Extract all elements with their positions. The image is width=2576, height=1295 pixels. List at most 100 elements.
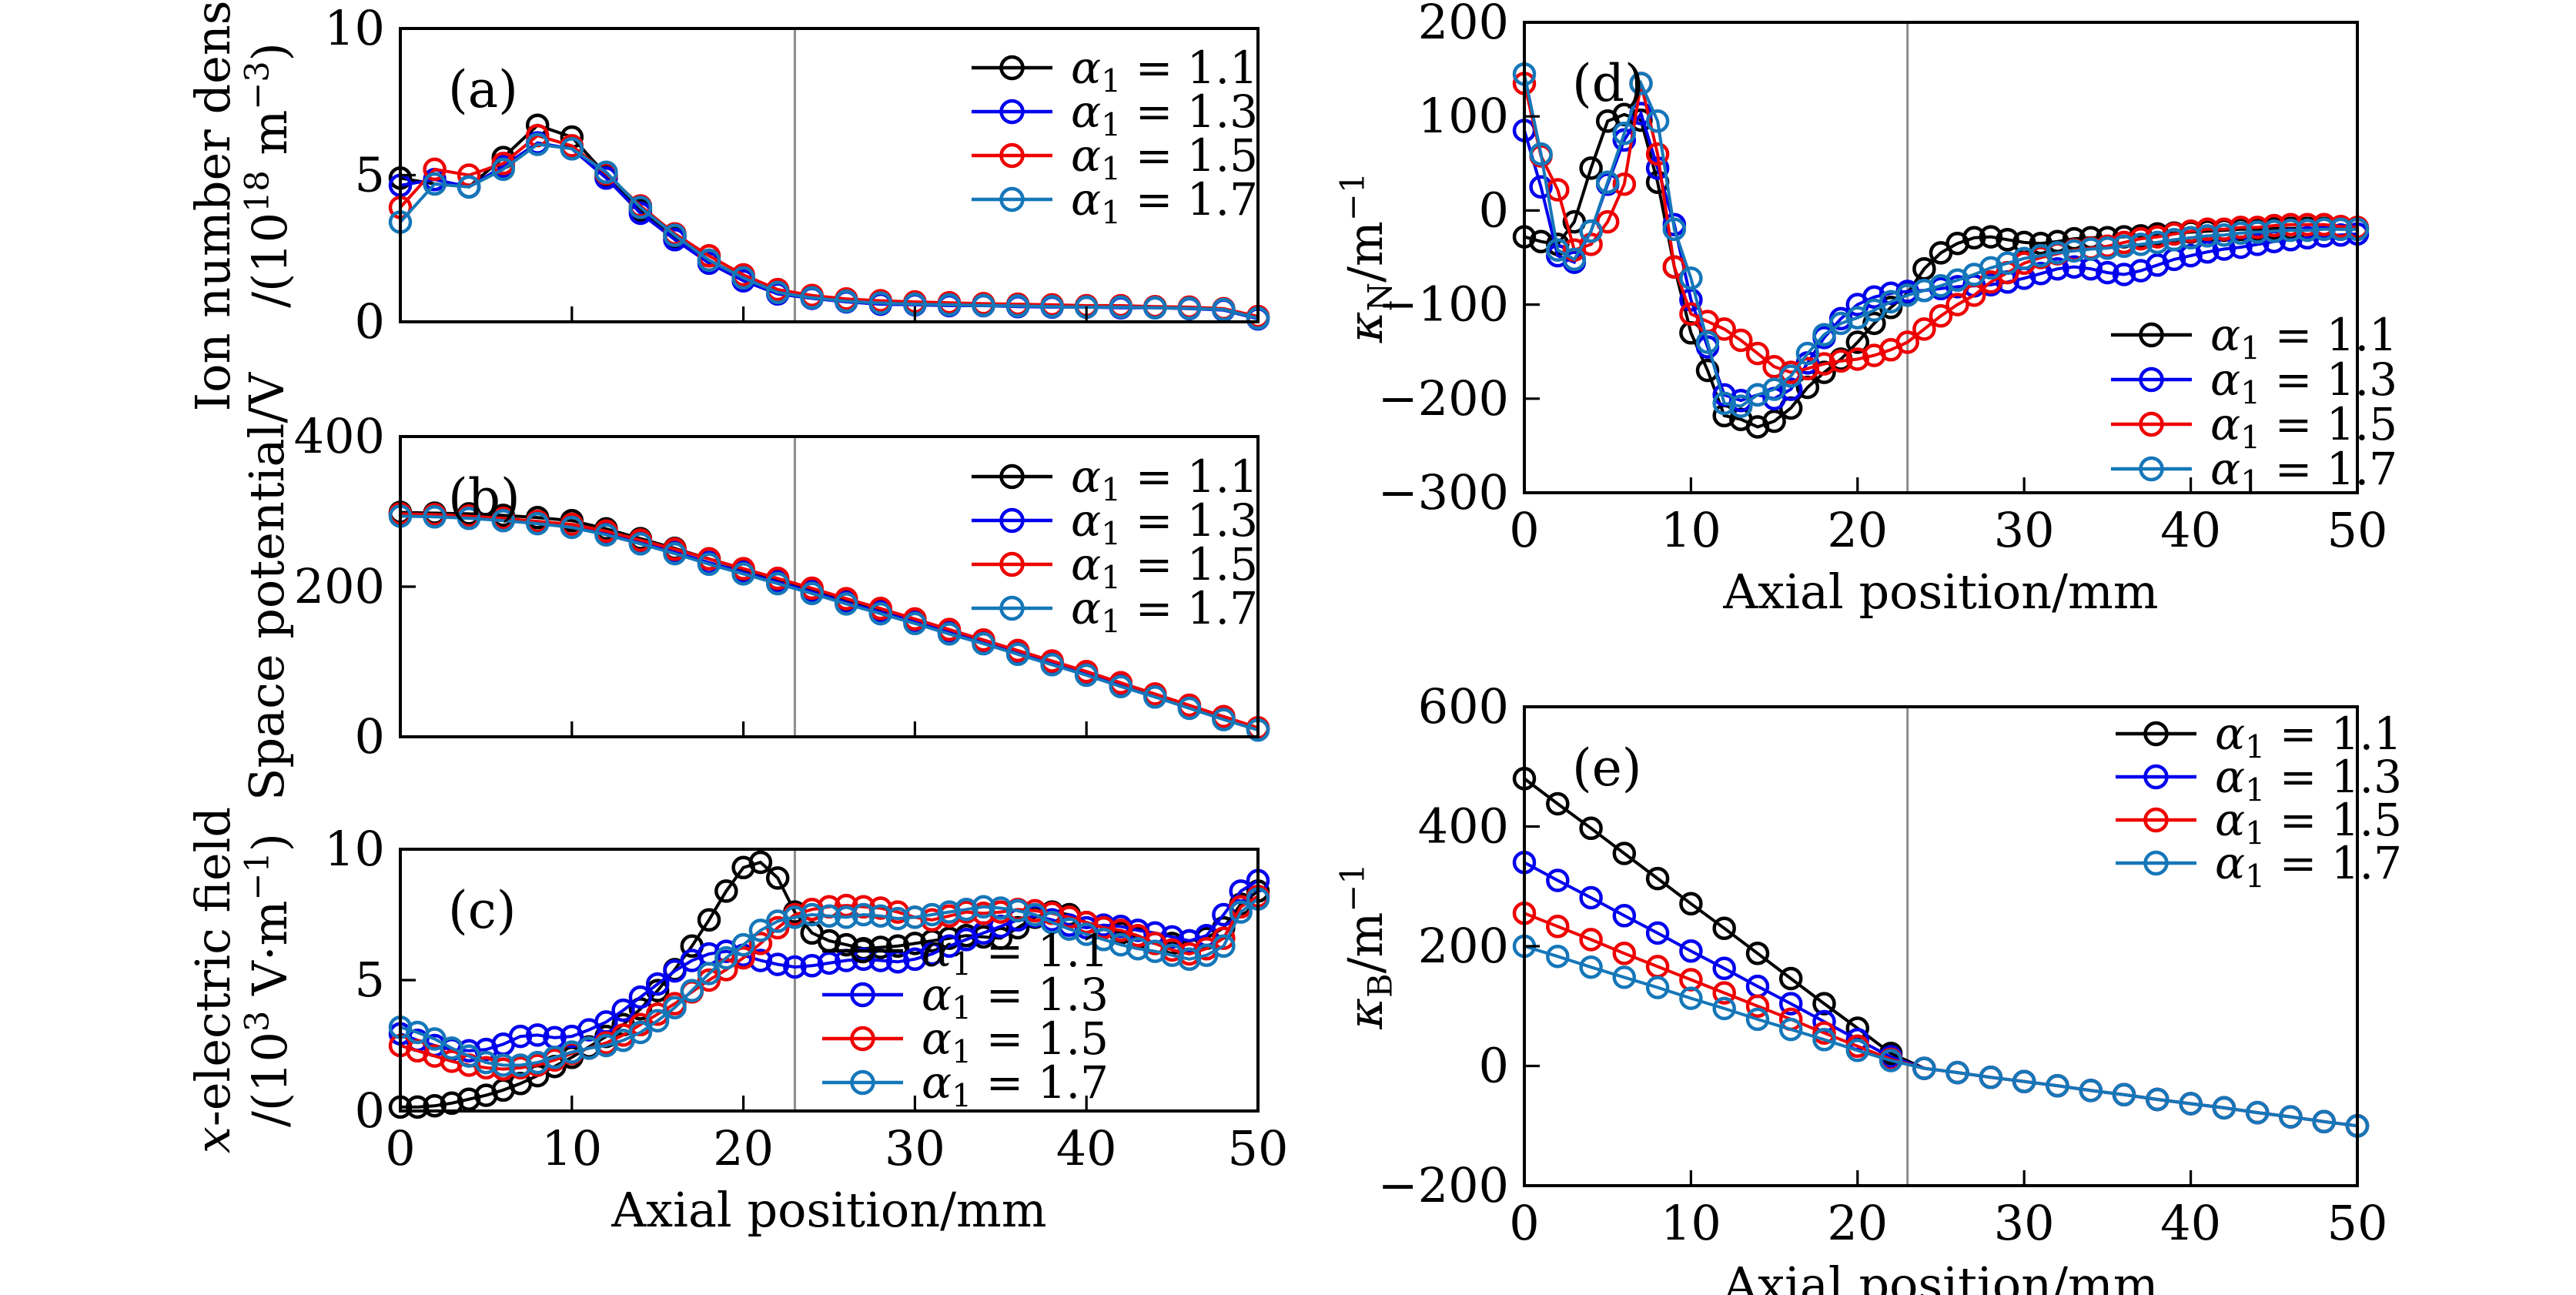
data-point-marker [1143,296,1167,320]
data-point-marker [1812,352,1836,376]
data-point-marker [1745,341,1770,366]
data-point-marker [1529,142,1553,166]
data-point-marker [1645,975,1670,999]
data-point-marker [835,905,858,929]
data-point-marker [1629,72,1653,95]
legend-marker [999,99,1025,125]
plot-box [1523,21,2359,494]
series-alpha-1.3 [1512,850,2370,1138]
data-point-marker [1729,394,1753,418]
data-point-marker [1160,943,1184,967]
legend-item-alpha-1.5: α1 = 1.5 [2111,398,2397,457]
data-point-marker [954,897,979,922]
legend-item-alpha-1.3: α1 = 1.3 [972,85,1258,144]
series-alpha-1.7 [388,132,1270,330]
data-point-marker [2129,233,2153,256]
data-point-marker [937,622,962,646]
data-point-marker [1579,233,1603,256]
legend-label: α1 = 1.5 [2210,398,2397,457]
data-point-marker [920,902,944,927]
data-point-marker [817,904,841,928]
data-point-marker [1579,156,1603,180]
y-tick-label: 0 [355,293,385,350]
data-point-marker [1546,944,1570,969]
data-point-marker [800,581,824,606]
y-tick-label: 0 [1479,182,1509,238]
data-point-marker [525,511,550,536]
panel-label: (c) [448,881,516,940]
data-point-marker [423,1093,447,1118]
data-point-marker [714,945,738,970]
data-point-marker [2062,239,2086,263]
data-point-marker [628,1020,653,1045]
legend-item-alpha-1.1: α1 = 1.1 [2116,708,2402,766]
data-point-marker [663,541,687,566]
series-line [400,898,1260,1067]
legend-marker [999,551,1025,577]
data-point-marker [1005,294,1030,318]
legend-marker [2139,322,2164,348]
legend-item-alpha-1.7: α1 = 1.7 [822,1056,1109,1115]
legend-item-alpha-1.5: α1 = 1.5 [822,1012,1109,1071]
series-line [400,514,1259,732]
data-point-marker [1562,247,1587,272]
legend-marker [2139,411,2164,437]
legend-marker [999,463,1025,490]
legend-marker [999,507,1025,534]
x-tick-label: 40 [1056,1120,1117,1176]
y-tick-label: −200 [1378,1157,1509,1213]
series-line [399,142,1259,320]
data-point-marker [1979,1066,2003,1089]
data-point-marker [1778,1017,1803,1042]
data-point-marker [697,908,721,932]
legend-label: α1 = 1.3 [2215,751,2402,809]
data-point-marker [2079,1079,2103,1103]
data-point-marker [851,902,875,927]
legend-item-alpha-1.5: α1 = 1.5 [972,538,1258,597]
data-point-marker [423,157,447,182]
data-point-marker [1212,297,1236,322]
legend-label: α1 = 1.3 [1071,494,1258,553]
data-point-marker [2029,243,2053,268]
legend-marker [2139,456,2164,482]
legend-label: α1 = 1.5 [2215,794,2402,852]
data-point-marker [2245,1100,2270,1125]
data-point-marker [1177,296,1202,320]
data-point-marker [1996,251,2019,276]
legend-label: α1 = 1.7 [922,1056,1109,1115]
data-point-marker [2046,1073,2069,1098]
data-point-marker [1778,377,1803,401]
x-axis-label: Axial position/mm [1722,564,2158,620]
data-point-marker [765,909,790,933]
y-tick-label: 200 [1418,918,1509,974]
legend-item-alpha-1.3: α1 = 1.3 [822,969,1109,1027]
y-tick-label: 0 [355,708,385,765]
data-point-marker [1762,377,1786,401]
data-point-marker [1579,816,1603,841]
data-point-marker [765,280,790,305]
legend-marker [999,186,1025,212]
legend-marker [850,1026,875,1052]
x-tick-label: 40 [2160,502,2221,558]
legend-item-alpha-1.1: α1 = 1.1 [2111,309,2397,367]
legend-item-alpha-1.1: α1 = 1.1 [972,450,1258,509]
data-point-marker [1979,225,2003,249]
legend-label: α1 = 1.7 [1071,582,1258,641]
legend-marker [2143,721,2169,747]
data-point-marker [1212,708,1236,731]
data-point-marker [783,955,807,979]
data-point-marker [2195,224,2220,248]
data-point-marker [491,508,515,533]
data-point-marker [885,934,910,959]
panel-e: 0 10 20 30 40 50−2000200400600(e)κB/m−1Axial … [1333,678,2402,1295]
data-point-marker [1712,916,1736,940]
data-point-marker [2112,234,2136,259]
y-axis-label: /(1018 m−3) [238,42,298,308]
data-point-marker [1645,109,1670,133]
legend: α1 = 1.1α1 = 1.3α1 = 1.5α1 = 1.7 [972,42,1258,232]
data-point-marker [645,972,670,996]
data-point-marker [1895,330,1919,354]
data-point-marker [1645,866,1670,891]
data-point-marker [1679,939,1703,963]
data-point-marker [2179,243,2203,268]
